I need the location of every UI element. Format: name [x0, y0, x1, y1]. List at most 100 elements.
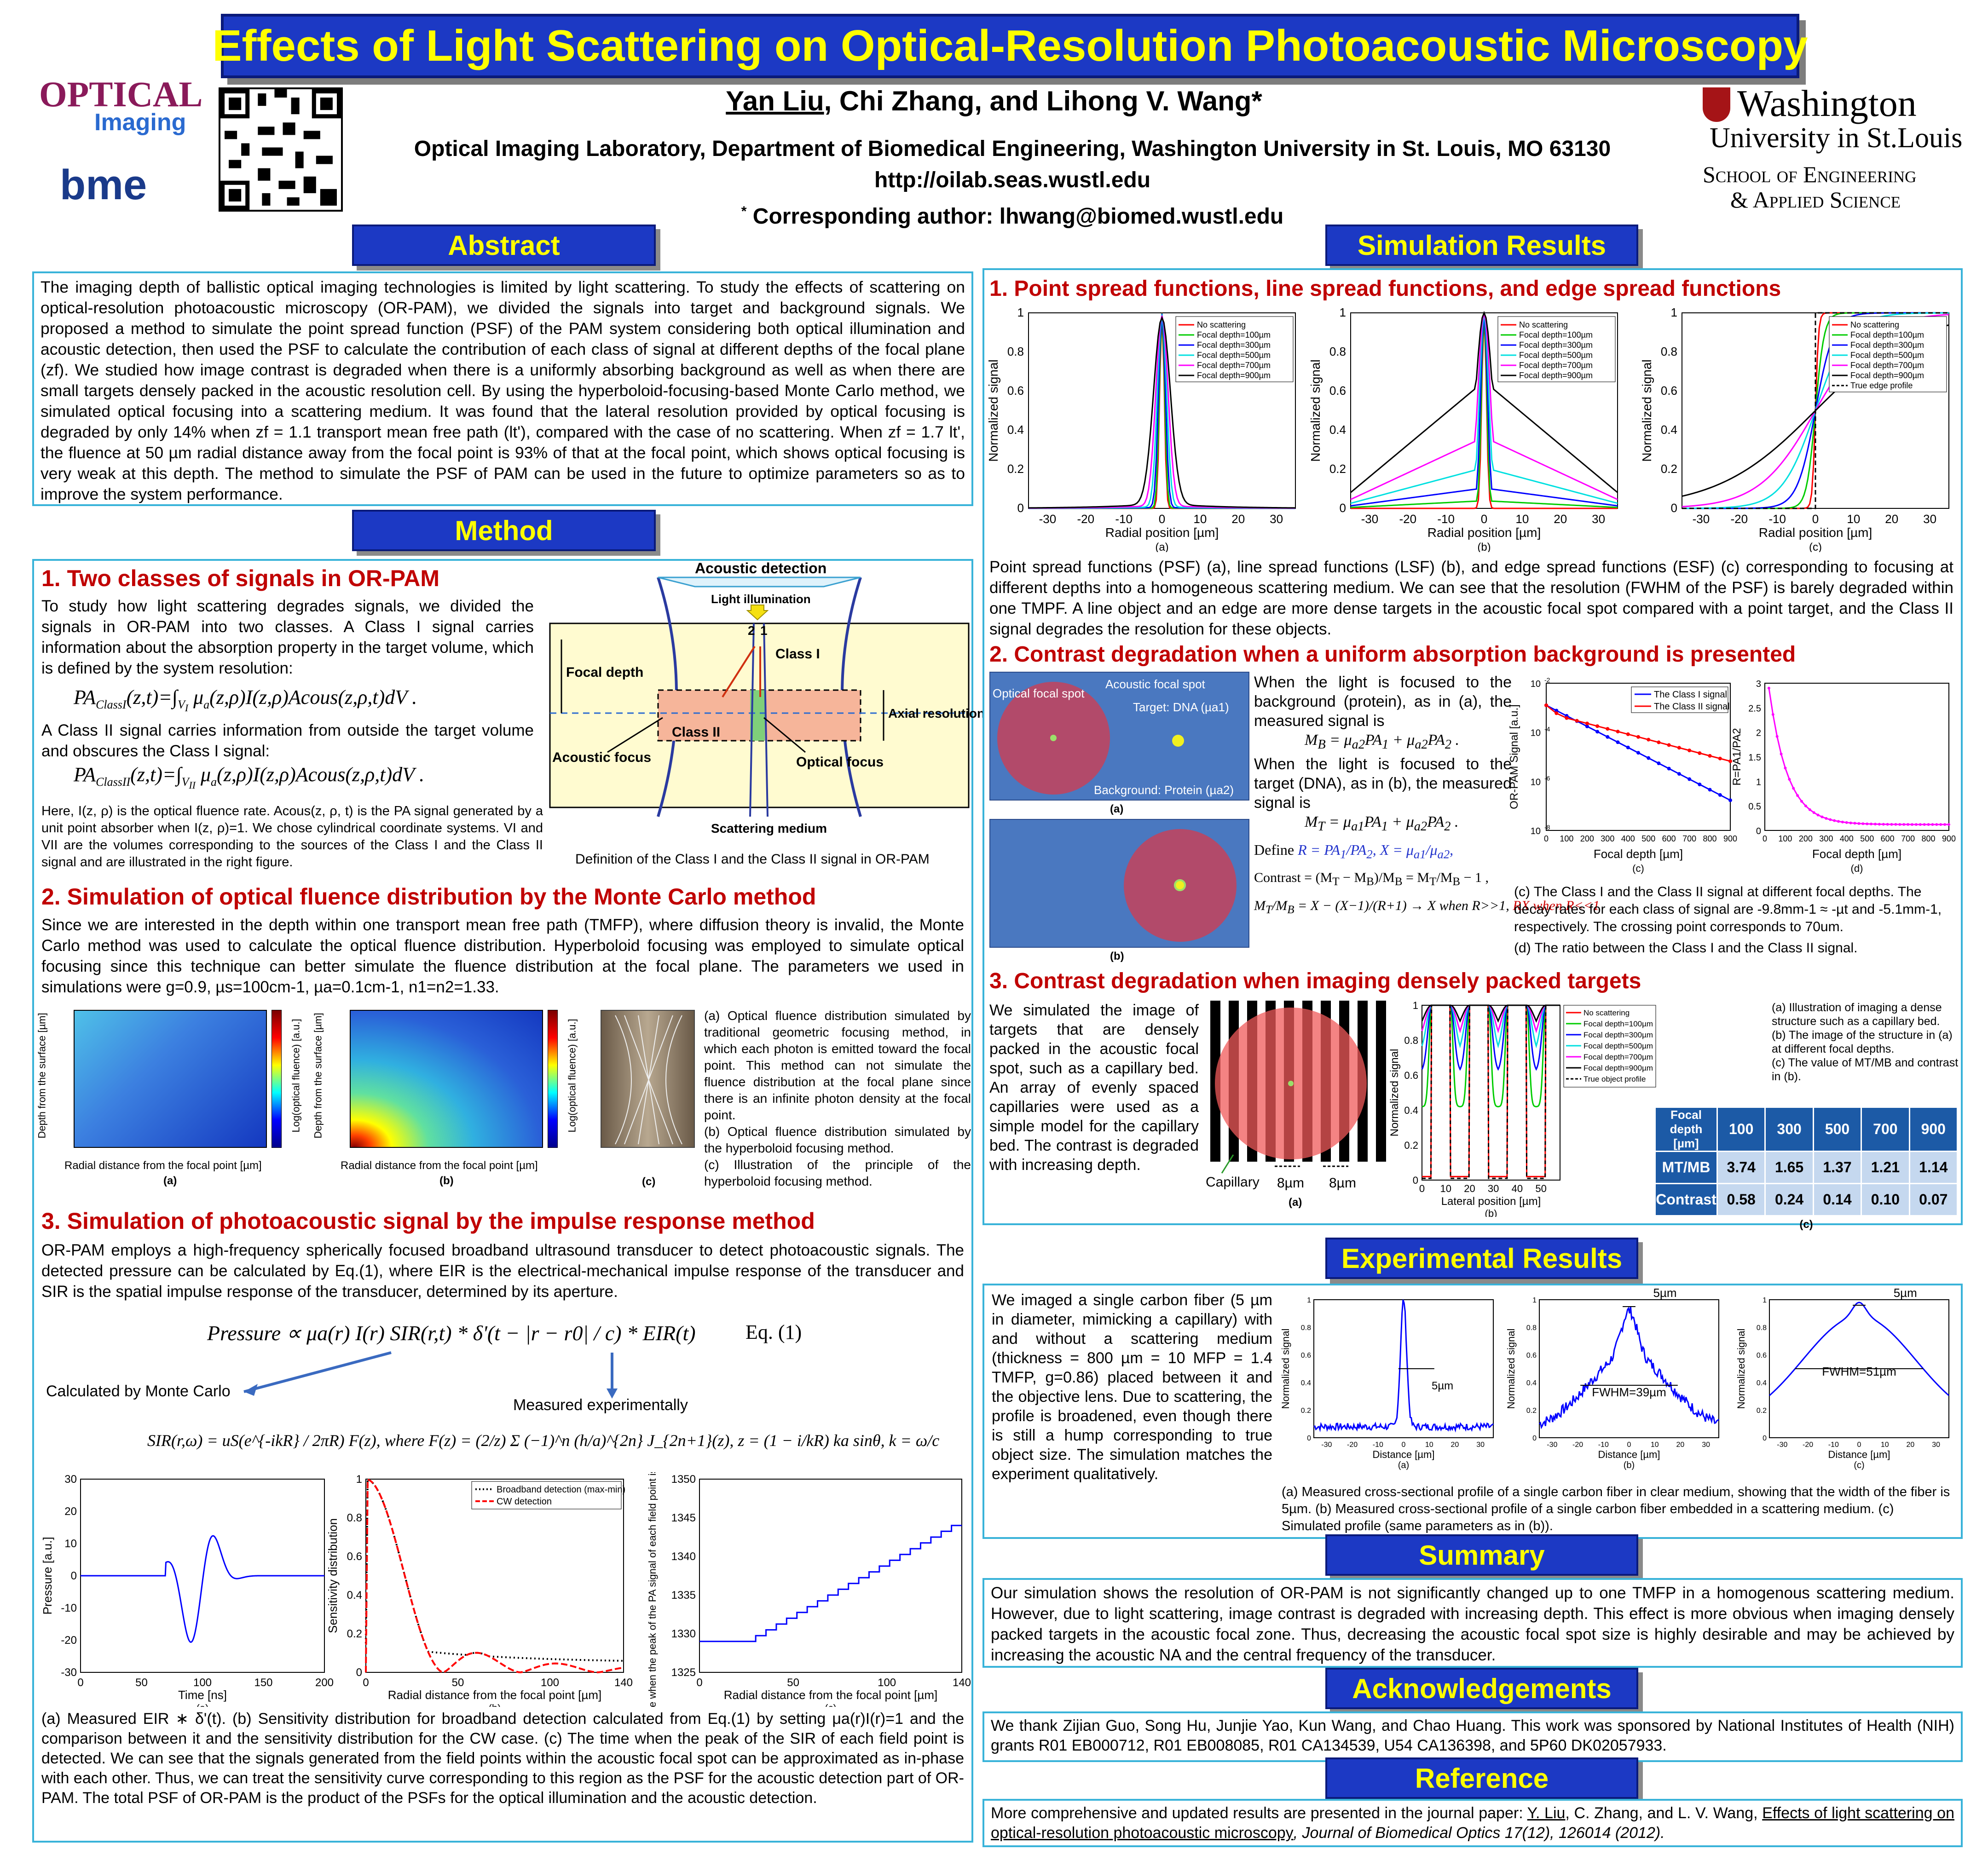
y-tick-exp: -4: [1544, 726, 1550, 733]
bme-logo-text: bme: [60, 161, 147, 208]
y-tick-label: 1350: [671, 1473, 696, 1486]
panel-label: (c): [1809, 541, 1822, 552]
ratio-point: [1931, 823, 1934, 826]
y-tick-label: 0.5: [1748, 802, 1761, 812]
x-axis-label: Lateral position [µm]: [1441, 1195, 1541, 1208]
spot-a-label: (a): [1110, 803, 1124, 815]
class1-point: [1606, 735, 1610, 739]
ratio-point: [1849, 821, 1852, 824]
sim-c3-cap-c: (c) The value of MT/MB and contrast in (…: [1772, 1056, 1959, 1083]
y-tick-label: 1: [1671, 305, 1677, 319]
method-p5: OR-PAM employs a high-frequency spherica…: [41, 1241, 964, 1301]
dense-chart: 0 0.2 0.4 0.6 0.8 1 0 10 20 30 40 50 Lateral positio…: [1385, 998, 1657, 1219]
lab-url[interactable]: http://oilab.seas.wustl.edu: [874, 168, 1151, 192]
ratio-point: [1870, 823, 1873, 826]
plot-frame: [1764, 683, 1949, 831]
x-tick-label: 20: [1451, 1441, 1459, 1449]
true-object-line: [1422, 1004, 1560, 1179]
th-d3: 700: [1861, 1106, 1910, 1152]
y-axis-label: Normalized signal: [1280, 1329, 1291, 1409]
x-tick-label: 200: [315, 1676, 334, 1689]
class2-point: [1636, 735, 1640, 739]
y-tick-label: 0.6: [1526, 1352, 1537, 1360]
sim-c2-cap-c: (c) The Class I and the Class II signal …: [1514, 884, 1942, 934]
class2-point: [1698, 751, 1702, 755]
th-d0: 100: [1716, 1106, 1766, 1152]
sim-c3-cap-b: (b) The image of the structure in (a) at…: [1772, 1029, 1953, 1055]
y-tick-label: 0.8: [1661, 345, 1677, 358]
class2-point: [1677, 746, 1681, 750]
summary-header: Summary: [1325, 1534, 1638, 1576]
plot-frame: [365, 1479, 624, 1673]
y-tick-label: 0.6: [1329, 384, 1346, 398]
eq-arrows: [243, 1351, 618, 1399]
ack-header-text: Acknowledgements: [1352, 1673, 1612, 1704]
affiliation-block: Optical Imaging Laboratory, Department o…: [322, 133, 1703, 232]
diag-n2: 2: [748, 623, 755, 638]
sim-c3-caps: (a) Illustration of imaging a dense stru…: [1772, 1001, 1960, 1083]
exp-header-text: Experimental Results: [1341, 1243, 1623, 1274]
method-h2: 2. Simulation of optical fluence distrib…: [41, 884, 816, 910]
series-5: [1028, 316, 1296, 509]
y-tick-label: 10: [64, 1538, 77, 1550]
ref-author1[interactable]: Y. Liu: [1527, 1804, 1566, 1822]
y-tick-label: 1: [1017, 305, 1024, 319]
exp-chart-a: 0 0.2 0.4 0.6 0.8 1 -30 -20 -10 0 10 20 30 Distance […: [1277, 1286, 1503, 1488]
v1-2: 1.37: [1812, 1151, 1862, 1184]
x-tick-label: 50: [787, 1676, 799, 1689]
x-tick-label: 30: [1270, 512, 1283, 526]
x-tick-label: -10: [1437, 512, 1455, 526]
washu-shield-icon: [1703, 87, 1730, 122]
legend-entry: No scattering: [1197, 320, 1246, 329]
class1-point: [1687, 777, 1692, 781]
sim-h2: 2. Contrast degradation when a uniform a…: [989, 642, 1796, 667]
fwhm-annotation: FWHM=51µm: [1822, 1365, 1896, 1378]
washu-line1: Washington: [1737, 82, 1917, 124]
y-axis-label: Sensitivity distribution: [327, 1518, 340, 1633]
diag-acoustic-focus: Acoustic focus: [552, 750, 652, 765]
x-tick-label: -20: [1077, 512, 1094, 526]
ratio-point: [1886, 823, 1889, 826]
ratio-point: [1804, 804, 1807, 807]
eq-pressure: Pressure ∝ μa(r) I(r) SIR(r,t) * δ'(t − …: [207, 1321, 696, 1345]
x-tick-label: 200: [1799, 834, 1813, 843]
x-tick-label: 10: [1193, 512, 1207, 526]
legend-entry: CW detection: [497, 1497, 552, 1507]
tr-mtmb: MT/MB: [1654, 1151, 1718, 1184]
y-tick-label: 20: [64, 1505, 77, 1518]
x-tick-label: 900: [1942, 834, 1956, 843]
y-tick-label: 0.8: [1007, 345, 1024, 358]
ratio-point: [1935, 823, 1938, 826]
sim-p2a: When the light is focused to the backgro…: [1254, 674, 1512, 730]
ref-title[interactable]: Effects of light scattering on optical-r…: [991, 1804, 1954, 1842]
legend-entry: Focal depth=900µm: [1583, 1064, 1653, 1072]
mc-cap-a: (a) Optical fluence distribution simulat…: [704, 1008, 971, 1122]
sim-header-text: Simulation Results: [1357, 230, 1607, 261]
exp-header: Experimental Results: [1325, 1238, 1638, 1279]
profile-line: [1313, 1299, 1494, 1433]
th-d1: 300: [1764, 1106, 1814, 1152]
class2-point: [1626, 732, 1630, 736]
affiliation: Optical Imaging Laboratory, Department o…: [414, 137, 1611, 161]
x-tick-label: -20: [1399, 512, 1416, 526]
y-tick-label: 2: [1756, 728, 1761, 738]
ref-header-text: Reference: [1415, 1763, 1549, 1794]
mc-heatmap-b: [350, 1010, 543, 1148]
class1-point: [1677, 772, 1681, 776]
x-tick-label: -20: [1803, 1441, 1813, 1449]
y-tick-label: 0: [1532, 1434, 1537, 1442]
bme-logo: bme: [60, 161, 212, 216]
ratio-point: [1825, 817, 1828, 820]
ratio-point: [1923, 823, 1926, 826]
eq-class1: PAClassI(z,t)=∫VI μa(z,ρ)I(z,ρ)Acous(z,ρ…: [74, 686, 417, 714]
class1-point: [1585, 724, 1589, 728]
y-tick-label: 0: [1671, 501, 1677, 515]
x-tick-label: 700: [1901, 834, 1915, 843]
legend-entry: Focal depth=300µm: [1583, 1031, 1653, 1039]
x-tick-label: 900: [1723, 834, 1737, 843]
eq-ratio: MT/MB = X − (X−1)/(R+1) → X when R>>1, R…: [1254, 898, 1600, 916]
class2-point: [1595, 724, 1600, 728]
ratio-point: [1874, 823, 1877, 826]
x-tick-label: 100: [193, 1676, 212, 1689]
class1-point: [1718, 793, 1722, 797]
